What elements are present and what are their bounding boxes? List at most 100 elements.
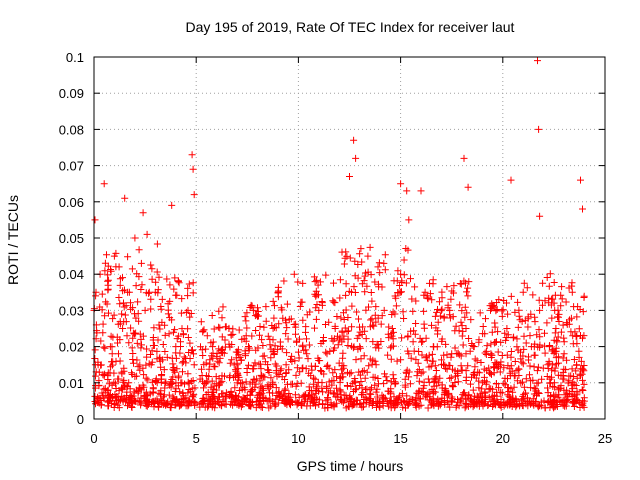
data-point (530, 363, 538, 371)
data-point (526, 371, 533, 379)
data-point (343, 328, 351, 335)
data-point (115, 294, 123, 301)
data-point (384, 387, 392, 395)
data-point (304, 397, 312, 405)
data-point (302, 365, 310, 373)
data-point (123, 332, 131, 340)
data-point (141, 394, 149, 402)
data-point (221, 336, 229, 344)
data-point (471, 392, 479, 400)
data-point (338, 397, 346, 405)
y-tick-label: 0 (77, 412, 84, 427)
data-point (535, 326, 543, 334)
data-point (296, 368, 304, 376)
data-point (507, 362, 515, 370)
data-point (450, 289, 457, 297)
data-point (483, 342, 491, 350)
data-point (409, 338, 417, 346)
data-point (358, 258, 366, 266)
data-point (143, 345, 151, 353)
data-point (95, 395, 103, 402)
data-point (394, 396, 402, 404)
data-point (340, 362, 348, 370)
data-point (184, 334, 192, 341)
data-point (355, 315, 362, 323)
data-point (462, 402, 470, 410)
data-point (383, 377, 391, 384)
data-point (458, 307, 466, 315)
data-point (433, 308, 441, 316)
data-point (215, 323, 223, 331)
data-point (378, 312, 386, 320)
data-point (148, 358, 156, 366)
x-axis-title: GPS time / hours (297, 458, 404, 474)
data-point (475, 402, 483, 410)
data-point (541, 404, 549, 412)
data-point (180, 396, 188, 404)
data-point (577, 176, 584, 184)
data-point (443, 283, 451, 291)
data-point (498, 307, 506, 315)
data-point (127, 299, 134, 307)
data-point (136, 330, 144, 338)
data-point (358, 403, 366, 411)
data-point (93, 329, 101, 337)
data-point (153, 268, 161, 276)
data-point (308, 366, 316, 374)
data-point (130, 359, 137, 367)
data-point (360, 399, 367, 407)
data-point (336, 334, 344, 342)
data-point (227, 398, 235, 406)
data-point (166, 281, 174, 289)
data-point (312, 304, 320, 312)
data-point (536, 212, 544, 220)
data-point (554, 306, 562, 314)
data-point (205, 373, 213, 380)
data-point (390, 328, 397, 336)
data-point (473, 357, 481, 365)
data-point (184, 284, 192, 292)
y-axis-title: ROTI / TECUs (5, 195, 21, 285)
data-point (139, 209, 147, 217)
data-point (388, 325, 396, 332)
data-point (522, 375, 530, 383)
data-point (104, 271, 112, 279)
data-point (292, 371, 300, 379)
data-point (568, 365, 576, 373)
data-point (305, 369, 313, 377)
data-point (358, 391, 365, 399)
data-point (129, 329, 137, 337)
data-point (106, 369, 114, 377)
data-point (269, 324, 277, 332)
data-point (342, 291, 350, 299)
data-point (160, 366, 168, 374)
data-point (209, 343, 217, 351)
data-point (177, 343, 184, 350)
data-point (452, 322, 460, 330)
data-point (457, 318, 465, 326)
data-point (158, 295, 166, 303)
y-tick-label: 0.09 (59, 86, 84, 101)
data-point (311, 375, 319, 383)
data-point (264, 366, 272, 374)
data-point (469, 403, 477, 411)
data-point (409, 307, 417, 315)
data-point (309, 380, 317, 388)
data-point (420, 378, 428, 386)
data-point (389, 371, 397, 379)
data-point (573, 332, 581, 340)
data-point (434, 327, 442, 335)
data-point (403, 187, 411, 195)
data-point (170, 394, 178, 402)
data-point (272, 395, 280, 403)
data-point (311, 362, 319, 370)
data-point (507, 399, 515, 406)
data-point (107, 267, 115, 275)
data-point (380, 380, 388, 388)
data-point (482, 380, 490, 388)
data-point (230, 361, 238, 369)
data-point (227, 387, 235, 395)
data-point (473, 399, 480, 407)
data-point (412, 320, 420, 327)
data-point (562, 298, 570, 306)
